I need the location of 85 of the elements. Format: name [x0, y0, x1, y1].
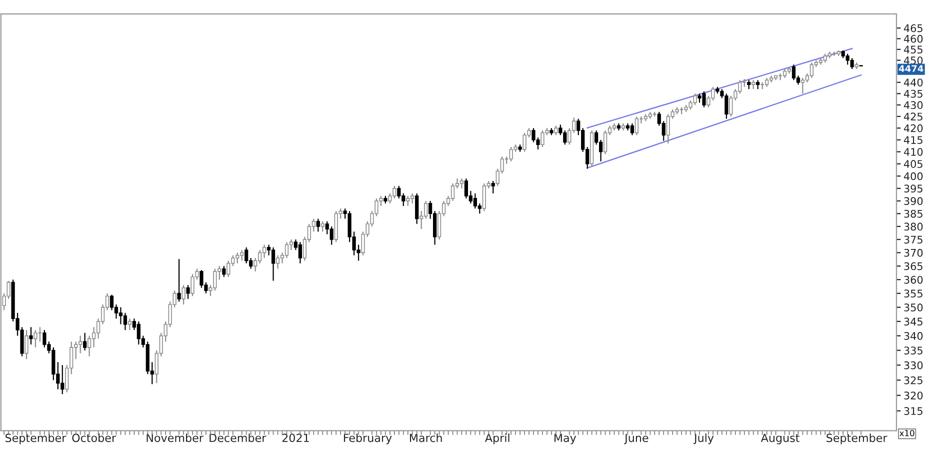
candlestick	[554, 125, 558, 136]
y-tick-label: 370	[904, 248, 923, 257]
candlestick	[729, 95, 733, 118]
candlestick	[222, 265, 226, 278]
candlestick	[182, 284, 186, 306]
candlestick	[603, 130, 608, 155]
candlestick	[460, 178, 464, 189]
candlestick	[118, 306, 123, 325]
y-tick-label: 390	[904, 197, 923, 206]
candlestick	[298, 242, 302, 264]
candlestick	[29, 326, 33, 346]
x-tick-label: April	[485, 433, 510, 444]
x-tick-label: September	[6, 433, 66, 444]
y-tick-label: 460	[904, 34, 923, 43]
candlestick	[34, 329, 38, 348]
candlestick	[226, 260, 230, 278]
y-tick-label: 350	[904, 304, 923, 312]
y-tick-label: 410	[904, 148, 923, 156]
candlestick	[320, 220, 324, 232]
y-tick-label: 450	[904, 56, 923, 64]
y-tick-label: 365	[904, 262, 922, 270]
candlestick	[464, 178, 468, 199]
x-tick-label: October	[72, 433, 116, 442]
y-tick-label: 415	[904, 136, 922, 144]
candlestick	[284, 242, 289, 259]
y-tick-label: 425	[904, 112, 922, 121]
candlestick	[800, 77, 805, 94]
y-tick-label: 400	[904, 172, 923, 180]
x-tick-label: February	[344, 433, 392, 444]
x-tick-label: December	[210, 433, 266, 442]
candlestick	[415, 192, 419, 224]
text: x10	[900, 430, 914, 436]
candlestick	[276, 254, 280, 270]
candlestick	[634, 116, 639, 136]
candlestick	[491, 180, 495, 194]
y-tick-label: 405	[904, 160, 922, 168]
candlestick	[778, 72, 782, 81]
candlestick	[128, 318, 132, 331]
y-tick-label: 380	[904, 222, 923, 231]
candlestick	[83, 332, 87, 351]
y-tick-label: 355	[904, 290, 922, 298]
candlestick	[330, 226, 334, 246]
y-tick-label: 330	[904, 361, 923, 370]
candlestick	[450, 182, 455, 202]
candlestick	[850, 58, 854, 70]
y-tick-label: 435	[904, 90, 922, 98]
x-tick-label: May	[554, 434, 576, 444]
candlestick	[630, 122, 634, 136]
x-tick-label: June	[624, 434, 648, 444]
x-tick-label: August	[760, 434, 800, 444]
y-tick-label: 340	[904, 332, 923, 340]
candlestick	[24, 329, 28, 360]
y-tick-label: 395	[904, 184, 922, 193]
x-tick-label: September	[826, 433, 888, 444]
candlestick	[244, 246, 248, 264]
y-tick-label: 420	[904, 124, 923, 132]
candlestick	[88, 335, 92, 357]
y-tick-label: 440	[904, 78, 923, 86]
y-tick-label: 335	[904, 346, 922, 354]
y-tick-label: 385	[904, 210, 922, 218]
y-tick-label: 430	[904, 101, 923, 110]
y-tick-label: 455	[904, 46, 922, 54]
y-tick-label: 325	[904, 376, 922, 384]
y-tick-label: 315	[904, 407, 922, 415]
y-tick-label: 465	[904, 24, 922, 32]
candlestick	[397, 185, 401, 199]
candlestick	[110, 294, 114, 311]
candlestick	[271, 246, 276, 282]
y-tick-label: 375	[904, 236, 922, 244]
x-tick-label: 2021	[282, 434, 309, 442]
candlestick	[42, 329, 46, 348]
candlestick	[123, 312, 128, 331]
candlestick	[262, 244, 266, 259]
y-tick-label: 320	[904, 392, 923, 400]
y-tick-label: 360	[904, 276, 923, 284]
text: 4474	[898, 65, 924, 72]
x-tick-label: March	[410, 433, 442, 442]
x-tick-label: November	[146, 433, 204, 442]
candlestick	[792, 64, 796, 81]
candlestick	[177, 258, 181, 302]
candlestick	[186, 284, 190, 300]
x-tick-label: July	[693, 433, 714, 444]
candlestick	[406, 195, 410, 207]
candlestick	[316, 218, 320, 232]
y-tick-label: 345	[904, 318, 922, 326]
